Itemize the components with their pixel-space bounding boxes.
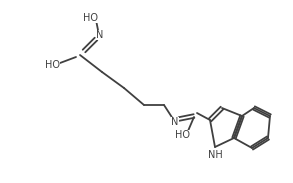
Text: NH: NH [208, 150, 222, 160]
Text: N: N [96, 30, 104, 40]
Text: HO: HO [83, 13, 98, 23]
Text: N: N [171, 117, 179, 127]
Text: HO: HO [176, 130, 190, 140]
Text: HO: HO [45, 60, 59, 70]
